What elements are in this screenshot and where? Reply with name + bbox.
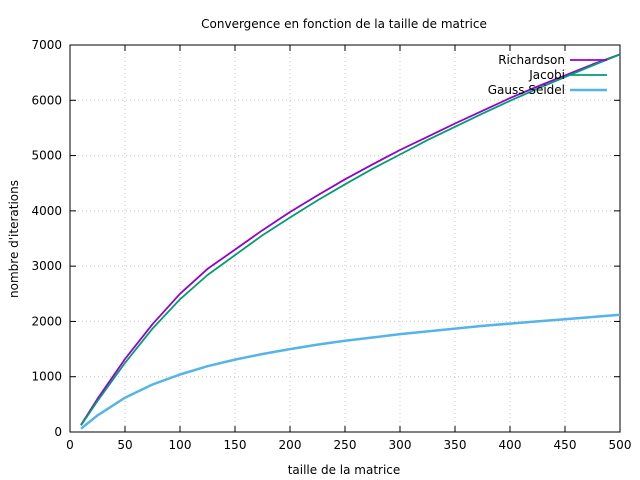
y-tick-label: 0	[54, 425, 62, 439]
x-tick-label: 0	[66, 438, 74, 452]
series-line-0	[80, 53, 621, 426]
y-axis-label: nombre d'iterations	[7, 180, 21, 298]
x-tick-label: 100	[169, 438, 192, 452]
y-tick-label: 5000	[31, 149, 62, 163]
x-tick-label: 200	[279, 438, 302, 452]
y-tick-label: 1000	[31, 370, 62, 384]
y-tick-label: 7000	[31, 38, 62, 52]
grid	[70, 45, 620, 432]
y-tick-label: 3000	[31, 259, 62, 273]
axes: 0 50 100 150 200 250 300 350 400 450 5000100020003…	[31, 38, 631, 452]
y-tick-label: 6000	[31, 93, 62, 107]
legend-label-0: Richardson	[498, 53, 565, 67]
x-tick-label: 500	[609, 438, 632, 452]
x-tick-label: 300	[389, 438, 412, 452]
series-line-2	[80, 313, 621, 430]
x-tick-label: 350	[444, 438, 467, 452]
series-line-1	[80, 53, 621, 426]
x-tick-label: 450	[554, 438, 577, 452]
legend-label-1: Jacobi	[528, 68, 565, 82]
x-axis-label: taille de la matrice	[288, 463, 401, 477]
y-tick-label: 2000	[31, 314, 62, 328]
chart-title: Convergence en fonction de la taille de …	[201, 17, 487, 31]
x-tick-label: 50	[117, 438, 132, 452]
x-tick-label: 400	[499, 438, 522, 452]
plot-area	[80, 53, 621, 430]
x-tick-label: 150	[224, 438, 247, 452]
legend-label-2: Gauss Seidel	[488, 83, 565, 97]
y-tick-label: 4000	[31, 204, 62, 218]
x-tick-label: 250	[334, 438, 357, 452]
